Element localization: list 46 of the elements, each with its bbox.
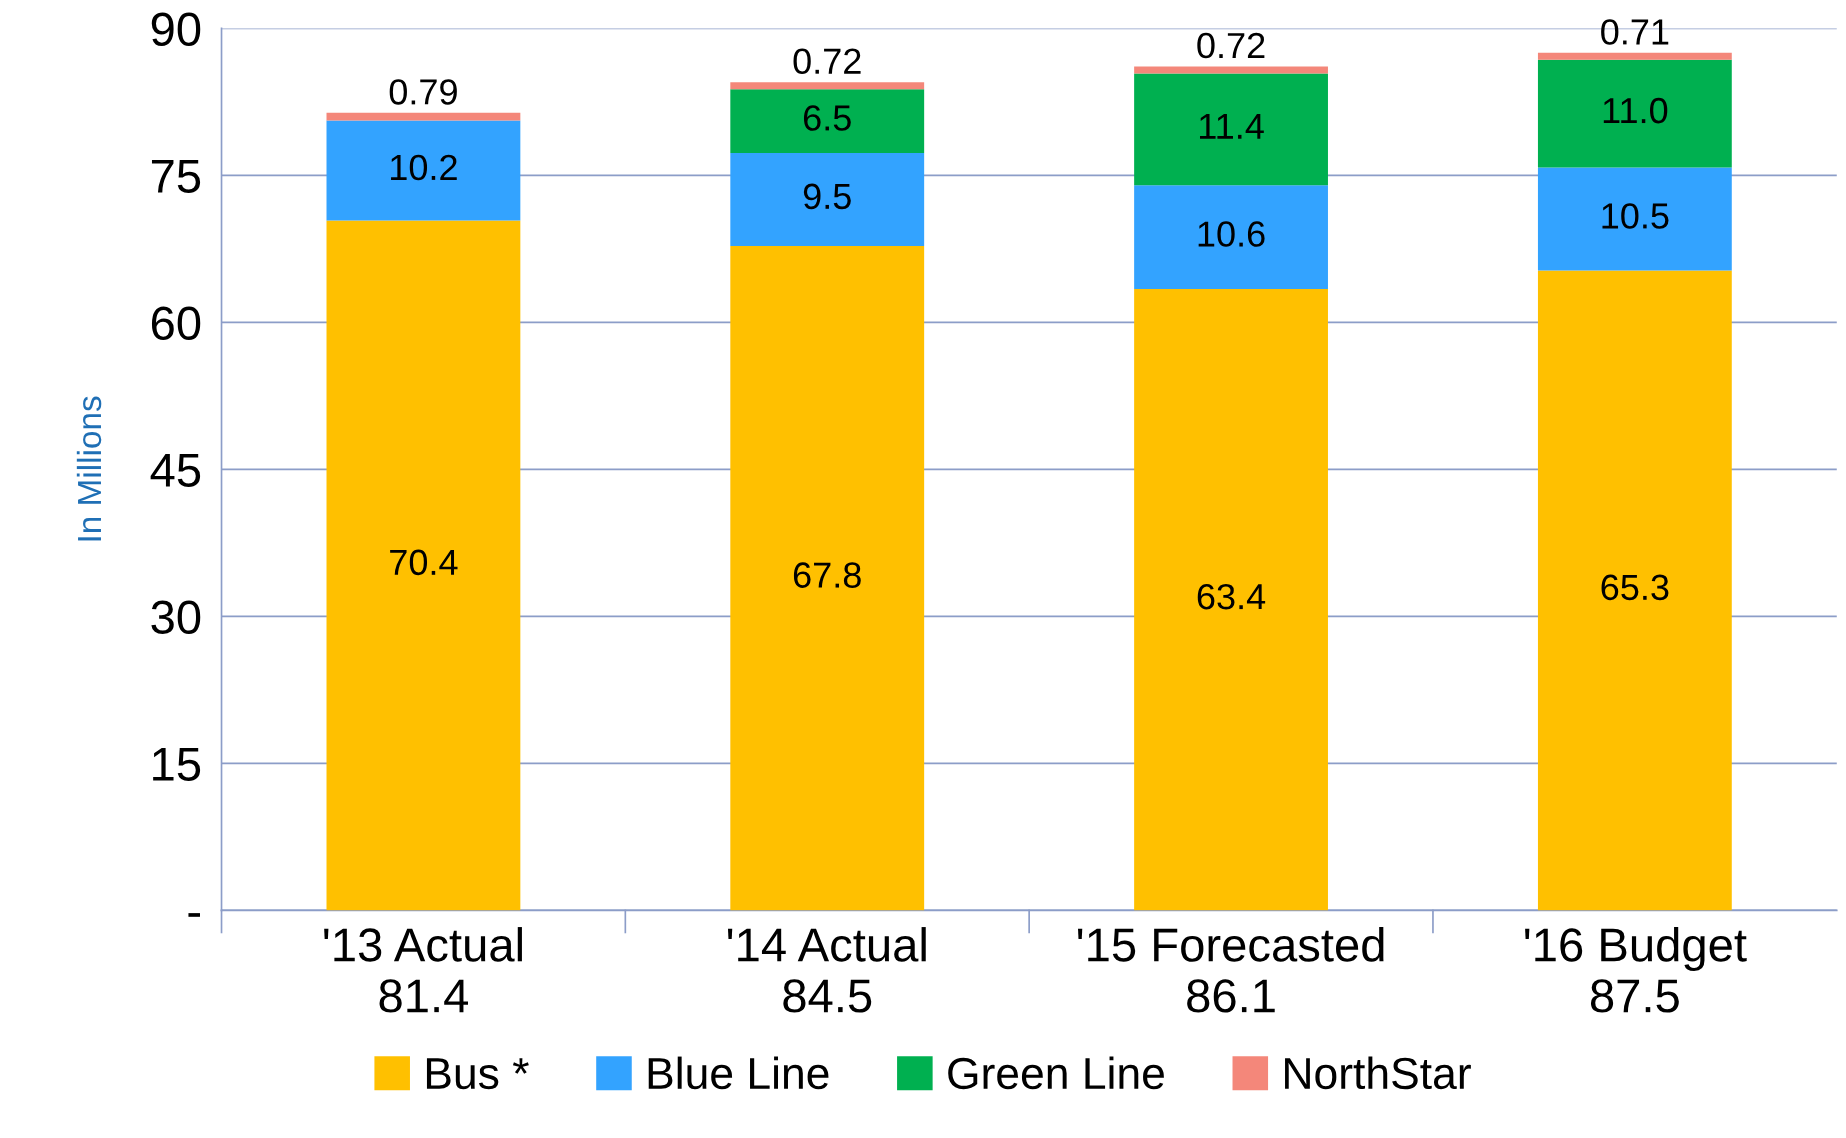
y-tick-label: 75 (151, 160, 201, 194)
data-label: 70.4 (390, 549, 458, 576)
y-tick-label: 15 (153, 748, 201, 781)
data-label: 65.3 (1601, 574, 1669, 601)
data-label: 67.8 (793, 562, 861, 588)
y-tick-label: - (188, 913, 200, 917)
data-label: 6.5 (803, 105, 851, 131)
bar (1134, 66, 1328, 74)
y-tick-label: 90 (151, 12, 201, 47)
bar (730, 152, 925, 246)
x-tick-label: '16 Budget 87.5 (1525, 927, 1747, 1013)
legend-label: Bus * (426, 1058, 529, 1090)
bar (1537, 167, 1732, 271)
data-label: 10.2 (391, 154, 457, 181)
data-label: 0.72 (1197, 32, 1265, 59)
bar (1537, 52, 1732, 60)
y-tick-label: 30 (151, 600, 201, 634)
bar (1134, 73, 1328, 186)
bar (1134, 185, 1328, 290)
x-tick-label: '15 Forecasted 86.1 (1078, 927, 1384, 1013)
bar (1537, 59, 1732, 168)
bar (1537, 270, 1732, 911)
data-label: 0.72 (793, 48, 861, 75)
y-tick-label: 60 (151, 306, 201, 341)
bar (730, 89, 925, 153)
bar (326, 220, 521, 911)
y-axis-title: In Millions (76, 396, 102, 541)
y-tick-label: 45 (150, 454, 201, 487)
bar (326, 120, 521, 221)
bar (1134, 289, 1328, 911)
bar (730, 246, 925, 911)
data-label: 10.6 (1198, 221, 1265, 247)
data-label: 0.71 (1601, 19, 1669, 45)
x-tick-label: '14 Actual 84.5 (727, 927, 926, 1013)
data-label: 9.5 (803, 183, 851, 210)
bar (730, 82, 925, 90)
legend-label: NorthStar (1285, 1056, 1471, 1090)
data-label: 10.5 (1602, 203, 1669, 229)
data-label: 11.0 (1603, 97, 1668, 124)
legend-label: Green Line (948, 1056, 1164, 1090)
data-label: 11.4 (1200, 113, 1264, 139)
legend-label: Blue Line (648, 1056, 829, 1090)
bar (326, 112, 521, 121)
data-label: 63.4 (1197, 583, 1266, 610)
x-tick-label: '13 Actual 81.4 (324, 927, 522, 1013)
data-label: 0.79 (389, 79, 457, 105)
